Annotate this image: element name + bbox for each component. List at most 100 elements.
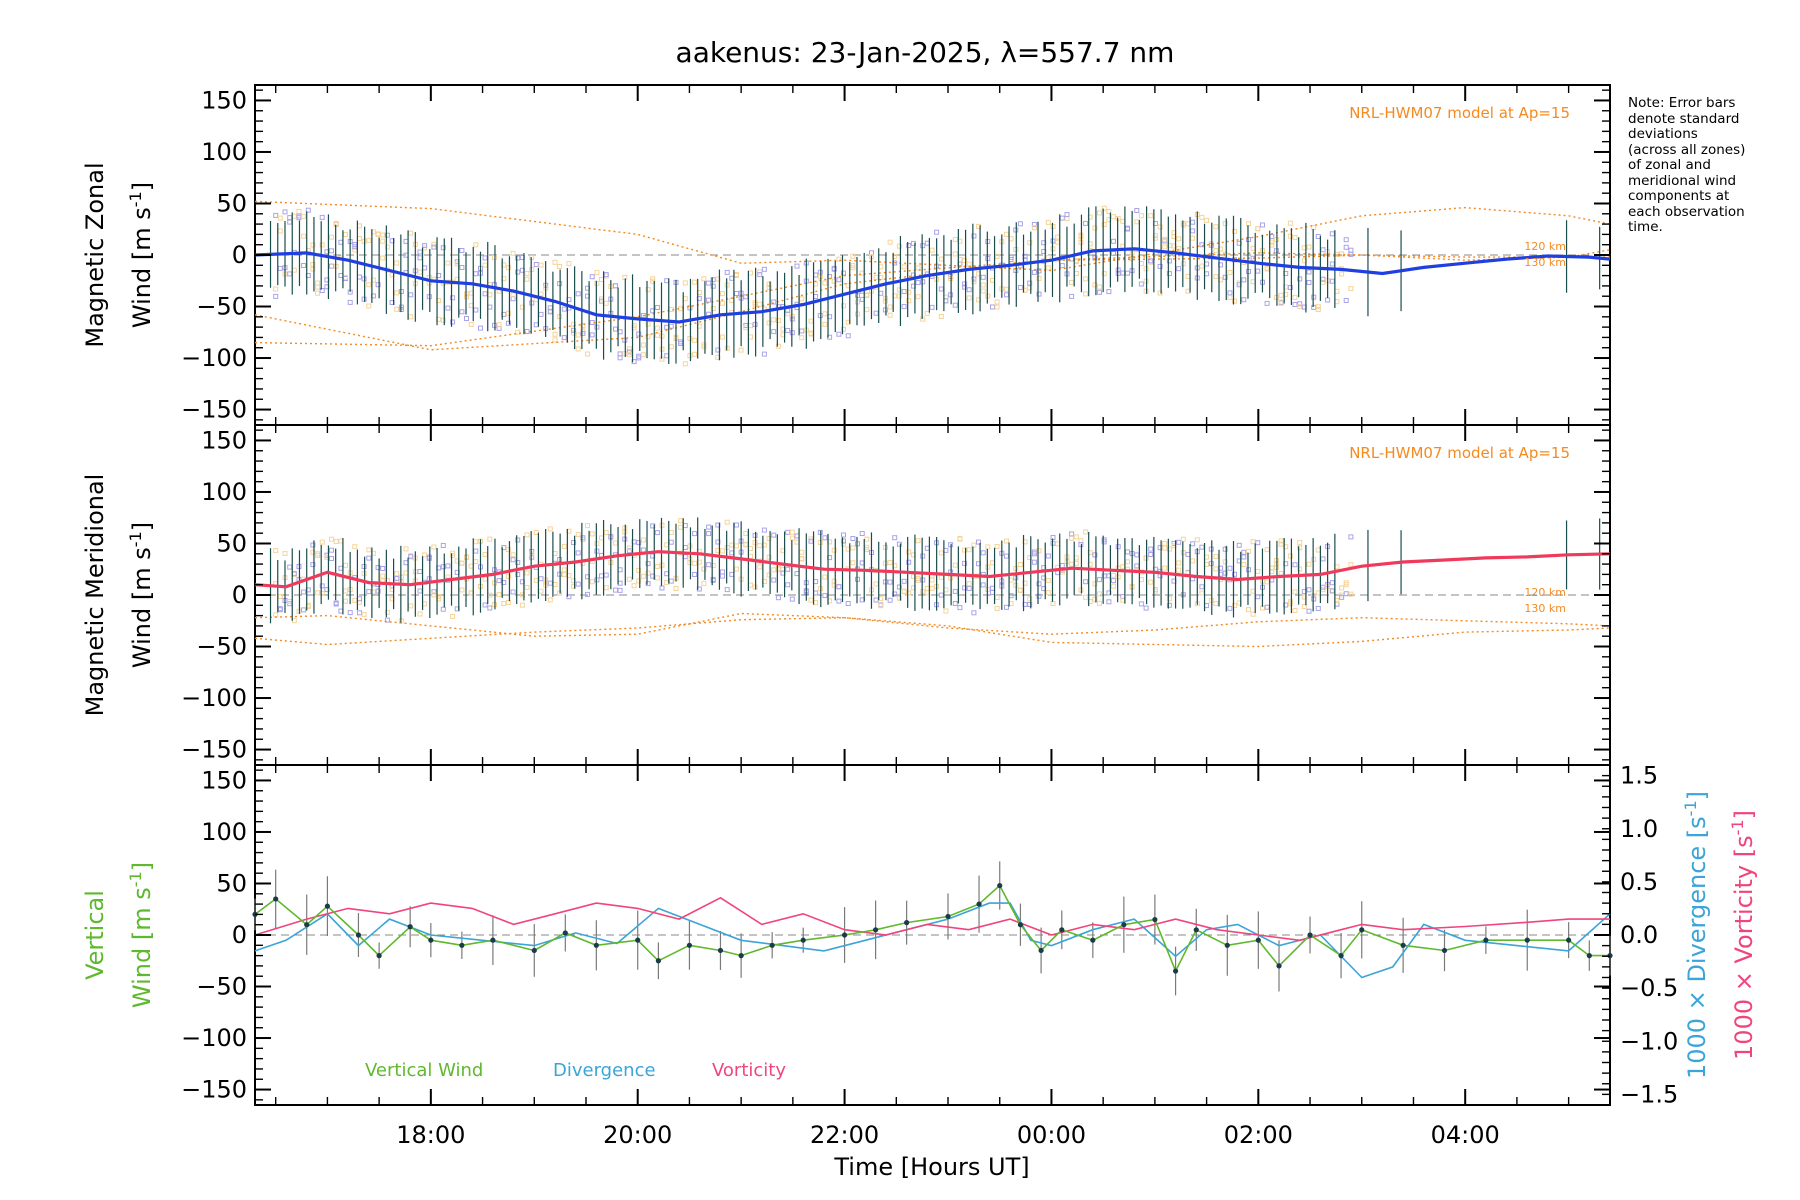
scatter-point [785,582,791,588]
scatter-point [654,564,660,569]
scatter-point [1008,593,1014,599]
scatter-point [1227,565,1233,571]
y2-tick-label: −1.0 [1620,1027,1678,1055]
scatter-point [1315,307,1321,312]
scatter-point [785,566,791,572]
scatter-point [1045,219,1051,225]
scatter-point [603,530,609,536]
scatter-point [743,531,749,536]
scatter-point [1097,577,1102,583]
vertical-wind-point [304,922,310,928]
scatter-point [1031,225,1037,231]
scatter-point [1194,537,1200,543]
scatter-point [1036,291,1042,297]
scatter-point [1166,602,1172,608]
scatter-point [729,571,735,577]
zonal-ylabel-wind: Wind [128,268,156,328]
scatter-point [1199,544,1205,550]
scatter-point [1176,560,1182,566]
scatter-point [799,296,805,302]
scatter-point [361,611,367,617]
vertical-wind-point [562,930,568,936]
scatter-point [287,271,293,277]
vorticity-y2label: 1000 × Vorticity [s-1] [1728,810,1758,1060]
scatter-point [1092,581,1098,587]
scatter-point [1036,581,1042,587]
scatter-point [873,581,879,587]
scatter-point [1190,558,1196,564]
scatter-point [375,565,381,571]
scatter-point [1222,546,1228,552]
scatter-point [1292,562,1298,568]
scatter-point [878,603,884,609]
scatter-point [1166,596,1172,602]
scatter-point [273,612,279,618]
vertical-wind-point [1524,937,1530,943]
scatter-point [561,567,567,573]
zonal-mean-line [254,247,1611,324]
scatter-point [799,556,805,561]
scatter-point [640,547,646,553]
scatter-point [1306,269,1312,275]
x-tick-label: 04:00 [1431,1121,1500,1149]
scatter-point [310,542,316,548]
scatter-point [1036,548,1042,554]
scatter-point [1004,553,1009,559]
scatter-point [738,347,744,353]
scatter-point [766,536,772,541]
scatter-point [1106,289,1112,295]
scatter-point [748,582,753,588]
scatter-point [864,536,870,542]
scatter-point [640,537,646,543]
scatter-point [710,283,716,289]
zonal-ylabel-line1: Magnetic Zonal [81,162,109,347]
vertical-wind-point [324,903,331,909]
scatter-point [319,583,325,589]
scatter-point [375,282,381,288]
scatter-point [505,265,511,271]
scatter-point [473,539,479,545]
scatter-point [1325,297,1331,303]
scatter-point [343,274,348,280]
scatter-point [422,243,428,249]
scatter-point [636,331,642,337]
scatter-point [929,585,935,591]
scatter-point [994,299,1000,305]
scatter-point [654,325,660,331]
scatter-point [1339,594,1345,600]
scatter-point [384,232,390,238]
scatter-point [1111,583,1116,589]
scatter-point [561,306,567,312]
scatter-point [1166,546,1172,552]
scatter-point [799,335,805,341]
scatter-point [357,236,362,241]
scatter-point [366,589,372,595]
scatter-point [1106,209,1112,215]
scatter-point [338,608,344,614]
scatter-point [710,563,716,568]
scatter-point [720,300,725,306]
scatter-point [1255,226,1261,232]
scatter-point [473,559,479,565]
scatter-point [1348,534,1354,540]
vertical-wind-point [1090,937,1096,943]
scatter-point [631,583,637,589]
scatter-point [329,536,334,542]
scatter-point [338,538,344,544]
scatter-point [1185,221,1191,227]
x-tick-label: 00:00 [1017,1121,1086,1149]
vertical-wind-point [1483,937,1489,943]
scatter-point [417,611,423,617]
scatter-point [915,265,921,271]
scatter-point [329,556,334,561]
scatter-point [1045,265,1051,271]
scatter-point [720,291,725,297]
scatter-point [901,588,907,594]
error-bar-note: Note: Error bars denote standard deviati… [1628,95,1798,236]
scatter-point [859,560,865,566]
scatter-point [417,588,423,594]
scatter-point [701,276,707,282]
scatter-point [990,560,995,566]
scatter-point [1213,224,1219,230]
scatter-point [1027,280,1033,286]
